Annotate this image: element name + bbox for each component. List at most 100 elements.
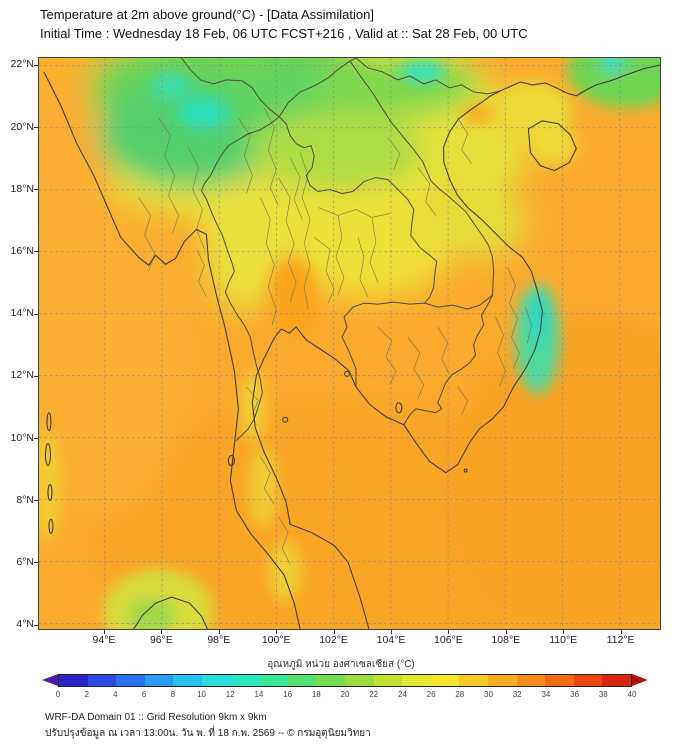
lon-tick-label: 100°E xyxy=(261,634,291,646)
lat-tick-label: 18°N xyxy=(10,182,34,195)
sumatra-coast xyxy=(133,596,208,629)
lat-tick-mark xyxy=(34,500,38,502)
graticule-gridlines xyxy=(39,58,660,629)
colorbar-segment xyxy=(173,675,202,686)
lat-tick-mark xyxy=(34,251,38,253)
colorbar-segment xyxy=(373,675,403,686)
country-borders xyxy=(181,58,501,442)
lon-tick-mark xyxy=(218,630,220,634)
lat-tick-mark xyxy=(34,375,38,377)
colorbar-tick-label: 28 xyxy=(455,690,465,699)
lon-tick-mark xyxy=(563,630,565,634)
lat-tick-label: 14°N xyxy=(10,307,34,320)
colorbar xyxy=(42,674,648,687)
lon-tick-mark xyxy=(620,630,622,634)
lon-tick-label: 98°E xyxy=(207,634,231,646)
colorbar-segment xyxy=(459,675,488,686)
lon-tick-mark xyxy=(161,630,163,634)
lon-tick-mark xyxy=(333,630,335,634)
colorbar-tick-label: 6 xyxy=(141,690,147,699)
chart-title: Temperature at 2m above ground(°C) - [Da… xyxy=(40,7,374,22)
colorbar-tick-label: 22 xyxy=(369,690,379,699)
lon-tick-label: 106°E xyxy=(434,634,463,646)
andaman-island xyxy=(47,483,53,501)
lat-tick-label: 4°N xyxy=(16,618,34,631)
phu-quoc-island xyxy=(395,402,403,414)
colorbar-segment xyxy=(545,675,574,686)
colorbar-tick-label: 18 xyxy=(311,690,321,699)
colorbar-segment xyxy=(144,675,174,686)
colorbar-tick-label: 20 xyxy=(340,690,350,699)
colorbar-tick-label: 34 xyxy=(541,690,551,699)
lon-tick-mark xyxy=(448,630,450,634)
lat-tick-label: 16°N xyxy=(10,244,34,257)
colorbar-tick-label: 32 xyxy=(512,690,522,699)
lat-tick-mark xyxy=(34,624,38,626)
colorbar-tick-label: 8 xyxy=(170,690,176,699)
lat-tick-mark xyxy=(34,127,38,128)
lat-tick-mark xyxy=(34,438,38,439)
phuket-island xyxy=(227,455,235,467)
lon-tick-mark xyxy=(276,630,278,634)
nicobar-island xyxy=(48,518,54,534)
colorbar-tick-label: 24 xyxy=(397,690,407,699)
province-borders xyxy=(138,107,532,565)
colorbar-segment xyxy=(59,675,88,686)
colorbar-tick-label: 26 xyxy=(426,690,436,699)
coastline xyxy=(43,64,660,629)
colorbar-tick-label: 14 xyxy=(254,690,264,699)
lon-tick-label: 108°E xyxy=(491,634,521,646)
colorbar-tick-label: 10 xyxy=(197,690,206,699)
lat-tick-label: 10°N xyxy=(10,431,34,444)
lat-tick-label: 8°N xyxy=(16,493,34,506)
samui-island xyxy=(282,416,289,423)
colorbar-segment xyxy=(230,675,260,686)
colorbar-segment xyxy=(201,675,231,686)
colorbar-segment xyxy=(402,675,431,686)
lat-tick-mark xyxy=(34,313,38,315)
colorbar-arrow-left xyxy=(42,674,58,686)
colorbar-segment xyxy=(259,675,288,686)
lat-tick-label: 6°N xyxy=(16,555,34,568)
lon-tick-label: 104°E xyxy=(376,634,406,646)
colorbar-segment xyxy=(287,675,317,686)
lat-tick-mark xyxy=(34,189,38,191)
colorbar-tick-label: 40 xyxy=(627,690,637,699)
lat-tick-label: 22°N xyxy=(10,58,34,71)
andaman-island xyxy=(44,443,52,467)
colorbar-segment xyxy=(516,675,546,686)
lat-tick-mark xyxy=(34,562,38,564)
colorbar-arrow-right xyxy=(632,674,648,686)
temperature-field-details xyxy=(39,58,660,629)
andaman-island xyxy=(46,412,52,432)
colorbar-body xyxy=(58,674,632,687)
colorbar-label: อุณหภูมิ หน่วย องศาเซลเซียส (°C) xyxy=(267,659,415,670)
colorbar-tick-label: 0 xyxy=(55,690,61,699)
lon-tick-label: 110°E xyxy=(549,634,578,646)
con-son-island xyxy=(463,468,468,473)
colorbar-tick-label: 2 xyxy=(84,690,89,699)
colorbar-tick-label: 30 xyxy=(484,690,493,699)
lon-tick-mark xyxy=(104,630,105,634)
lat-tick-label: 12°N xyxy=(10,369,34,382)
colorbar-segment xyxy=(430,675,460,686)
lon-tick-mark xyxy=(505,630,507,634)
footer-domain-info: WRF-DA Domain 01 :: Grid Resolution 9km … xyxy=(45,712,267,723)
colorbar-tick-label: 4 xyxy=(113,690,118,699)
map-plot xyxy=(38,57,661,630)
lon-tick-label: 102°E xyxy=(319,634,348,646)
colorbar-segment xyxy=(87,675,117,686)
lon-tick-label: 94°E xyxy=(92,634,116,646)
chart-subtitle: Initial Time : Wednesday 18 Feb, 06 UTC … xyxy=(40,26,528,41)
colorbar-tick-label: 12 xyxy=(225,690,235,699)
lat-tick-label: 20°N xyxy=(10,120,34,133)
colorbar-segment xyxy=(344,675,374,686)
lat-tick-mark xyxy=(34,64,38,66)
colorbar-tick-label: 36 xyxy=(570,690,580,699)
colorbar-tick-label: 38 xyxy=(598,690,608,699)
colorbar-segment xyxy=(602,675,631,686)
colorbar-segment xyxy=(116,675,145,686)
colorbar-segment xyxy=(316,675,345,686)
colorbar-tick-label: 16 xyxy=(283,690,293,699)
